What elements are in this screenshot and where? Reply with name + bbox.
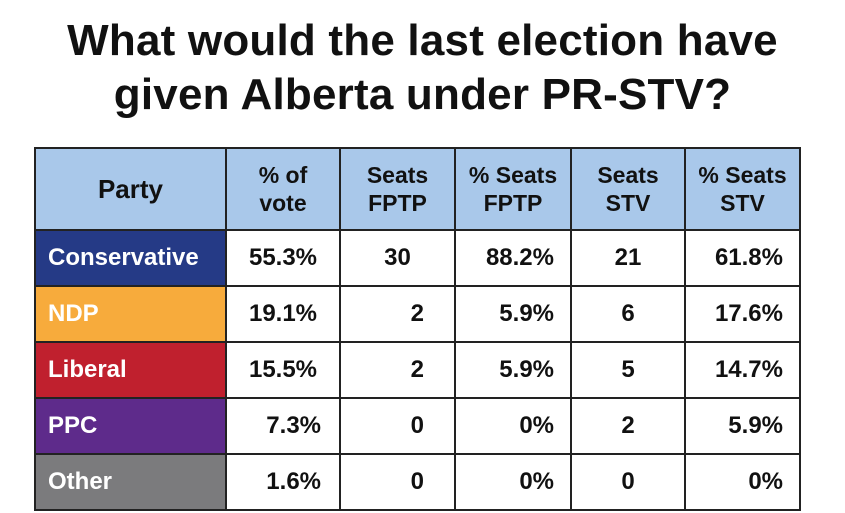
pct-fptp-cell: 5.9% bbox=[454, 341, 572, 399]
header-seats-fptp-line1: Seats bbox=[366, 162, 429, 188]
header-pct-fptp-line1: % Seats bbox=[468, 162, 558, 188]
table-row: Conservative 55.3% 30 88.2% 21 61.8% bbox=[34, 229, 801, 287]
pct-fptp-cell: 5.9% bbox=[454, 285, 572, 343]
seats-fptp-cell: 2 bbox=[339, 285, 456, 343]
pct-stv-cell: 0% bbox=[684, 453, 801, 511]
vote-cell: 19.1% bbox=[225, 285, 341, 343]
header-pct-fptp: % Seats FPTP bbox=[454, 147, 572, 231]
table-row: NDP 19.1% 2 5.9% 6 17.6% bbox=[34, 285, 801, 343]
vote-cell: 7.3% bbox=[225, 397, 341, 455]
pct-stv-cell: 17.6% bbox=[684, 285, 801, 343]
seats-stv-cell: 0 bbox=[570, 453, 686, 511]
seats-stv-cell: 2 bbox=[570, 397, 686, 455]
vote-cell: 1.6% bbox=[225, 453, 341, 511]
table-row: PPC 7.3% 0 0% 2 5.9% bbox=[34, 397, 801, 455]
seats-stv-cell: 6 bbox=[570, 285, 686, 343]
seats-fptp-cell: 30 bbox=[339, 229, 456, 287]
party-cell: Liberal bbox=[34, 341, 227, 399]
seats-stv-cell: 5 bbox=[570, 341, 686, 399]
pct-stv-cell: 14.7% bbox=[684, 341, 801, 399]
vote-cell: 55.3% bbox=[225, 229, 341, 287]
seats-fptp-cell: 2 bbox=[339, 341, 456, 399]
party-cell: Conservative bbox=[34, 229, 227, 287]
header-pct-fptp-line2: FPTP bbox=[483, 190, 543, 216]
pct-stv-cell: 5.9% bbox=[684, 397, 801, 455]
header-pct-stv-line1: % Seats bbox=[698, 162, 787, 188]
pct-fptp-cell: 88.2% bbox=[454, 229, 572, 287]
seats-fptp-cell: 0 bbox=[339, 397, 456, 455]
header-seats-stv-line1: Seats bbox=[597, 162, 659, 188]
header-vote-line2: vote bbox=[259, 190, 307, 216]
header-row: Party % of vote Seats FPTP % Seats FPTP … bbox=[34, 147, 801, 231]
header-seats-stv: Seats STV bbox=[570, 147, 686, 231]
header-pct-stv: % Seats STV bbox=[684, 147, 801, 231]
page-title: What would the last election have given … bbox=[0, 14, 845, 122]
table-row: Liberal 15.5% 2 5.9% 5 14.7% bbox=[34, 341, 801, 399]
header-pct-stv-line2: STV bbox=[720, 190, 765, 216]
header-seats-stv-line2: STV bbox=[605, 190, 651, 216]
seats-stv-cell: 21 bbox=[570, 229, 686, 287]
vote-cell: 15.5% bbox=[225, 341, 341, 399]
pct-stv-cell: 61.8% bbox=[684, 229, 801, 287]
header-seats-fptp-line2: FPTP bbox=[368, 190, 427, 216]
header-vote: % of vote bbox=[225, 147, 341, 231]
title-line-1: What would the last election have bbox=[67, 16, 778, 65]
table-row: Other 1.6% 0 0% 0 0% bbox=[34, 453, 801, 511]
header-seats-fptp: Seats FPTP bbox=[339, 147, 456, 231]
party-cell: Other bbox=[34, 453, 227, 511]
party-cell: NDP bbox=[34, 285, 227, 343]
pct-fptp-cell: 0% bbox=[454, 453, 572, 511]
party-cell: PPC bbox=[34, 397, 227, 455]
seats-fptp-cell: 0 bbox=[339, 453, 456, 511]
title-line-2: given Alberta under PR-STV? bbox=[113, 70, 732, 119]
header-party: Party bbox=[34, 147, 227, 231]
results-table: Party % of vote Seats FPTP % Seats FPTP … bbox=[34, 147, 801, 511]
pct-fptp-cell: 0% bbox=[454, 397, 572, 455]
header-vote-line1: % of bbox=[258, 162, 308, 188]
